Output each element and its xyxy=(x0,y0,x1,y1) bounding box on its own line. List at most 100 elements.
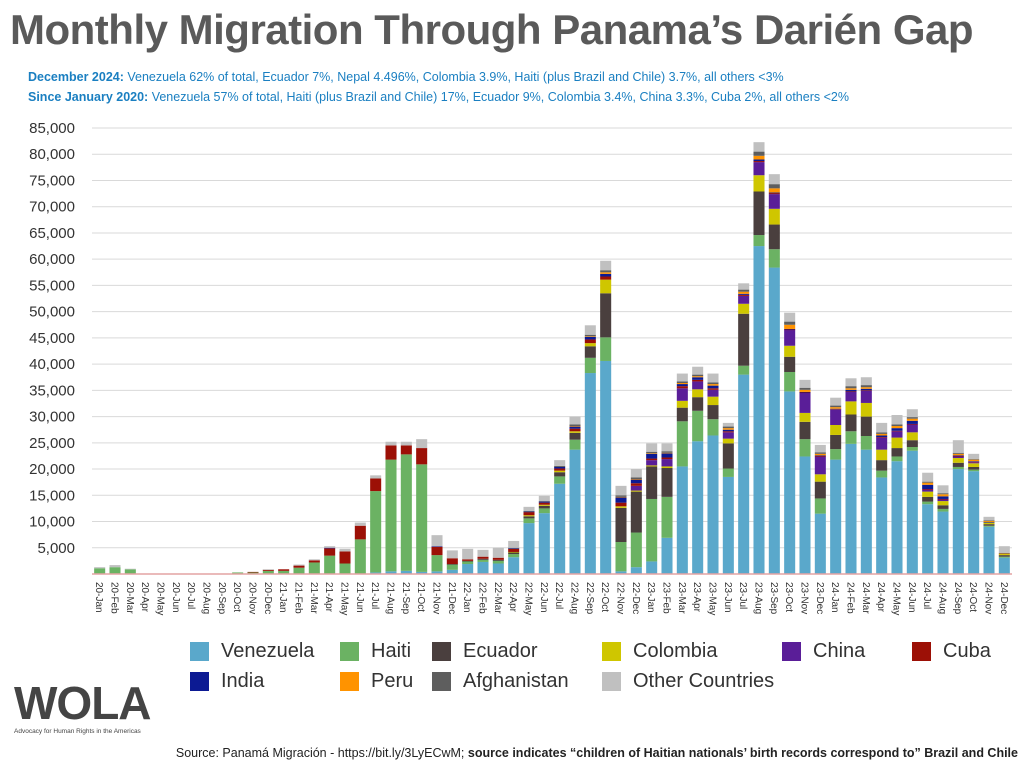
bar-segment-venezuela xyxy=(722,476,734,574)
x-tick-label: 23-May xyxy=(707,582,718,615)
bar-stack-24-Feb xyxy=(845,378,857,574)
bar-segment-cuba xyxy=(554,468,566,471)
bar-segment-china xyxy=(707,389,719,397)
x-axis-ticks: 20-Jan 20-Feb 20-Mar 20-Apr 20-May 20-Jun 20-J… xyxy=(93,582,1009,615)
subtitle-label: December 2024: xyxy=(28,70,124,84)
bar-stack-23-Aug xyxy=(753,142,765,574)
bar-segment-other-countries xyxy=(94,567,106,569)
bar-stack-24-Apr xyxy=(876,422,888,574)
bar-segment-india xyxy=(968,461,980,462)
bar-segment-india xyxy=(676,384,688,387)
bar-segment-other-countries xyxy=(523,506,535,512)
bar-segment-cuba xyxy=(569,428,581,432)
bar-segment-india xyxy=(983,522,995,523)
bar-segment-india xyxy=(845,389,857,392)
bar-stack-21-Nov xyxy=(431,535,443,574)
bar-stack-21-Mar xyxy=(308,559,320,574)
x-tick-label: 22-Sep xyxy=(584,582,595,615)
bar-segment-colombia xyxy=(845,401,857,415)
legend-label: Venezuela xyxy=(221,640,315,662)
bar-segment-cuba xyxy=(661,457,673,460)
bar-segment-haiti xyxy=(339,563,351,574)
bar-segment-venezuela xyxy=(661,537,673,574)
bar-segment-ecuador xyxy=(676,407,688,422)
bar-segment-other-countries xyxy=(370,475,382,479)
bar-segment-haiti xyxy=(262,570,274,574)
x-tick-label: 21-Jun xyxy=(354,582,365,613)
bar-segment-haiti xyxy=(477,559,489,562)
bar-segment-afghanistan xyxy=(707,382,719,385)
x-tick-label: 23-Jul xyxy=(737,582,748,609)
bar-segment-cuba xyxy=(262,569,274,571)
bar-segment-peru xyxy=(569,426,581,427)
bar-segment-ecuador xyxy=(569,432,581,440)
bar-segment-venezuela xyxy=(768,267,780,574)
bar-segment-venezuela xyxy=(630,567,642,574)
bar-segment-china xyxy=(630,485,642,491)
y-tick-label: 10,000 xyxy=(29,514,75,531)
bar-segment-afghanistan xyxy=(569,424,581,427)
bar-segment-cuba xyxy=(431,546,443,556)
bar-segment-other-countries xyxy=(646,443,658,452)
bar-segment-china xyxy=(692,381,704,390)
bar-segment-ecuador xyxy=(998,555,1010,557)
legend-swatch xyxy=(602,642,621,661)
bar-segment-venezuela xyxy=(385,571,397,574)
bar-segment-peru xyxy=(814,453,826,456)
bar-segment-cuba xyxy=(692,379,704,382)
bar-segment-colombia xyxy=(646,465,658,467)
y-tick-label: 20,000 xyxy=(29,461,75,478)
bar-segment-china xyxy=(768,194,780,209)
legend-swatch xyxy=(190,642,209,661)
bar-stack-21-Jan xyxy=(278,569,290,574)
bar-segment-india xyxy=(324,547,336,549)
bar-stack-21-Oct xyxy=(416,439,428,574)
bar-segment-peru xyxy=(952,453,964,456)
x-tick-label: 24-Feb xyxy=(845,582,856,614)
bar-segment-haiti xyxy=(615,541,627,572)
bar-segment-afghanistan xyxy=(937,493,949,495)
x-tick-label: 23-Nov xyxy=(799,582,810,614)
bar-segment-colombia xyxy=(554,470,566,473)
x-tick-label: 24-Jun xyxy=(906,582,917,613)
bar-stack-21-Apr xyxy=(324,546,336,574)
bar-segment-afghanistan xyxy=(922,481,934,483)
bar-segment-colombia xyxy=(891,437,903,449)
y-tick-label: 15,000 xyxy=(29,487,75,504)
bar-segment-cuba xyxy=(523,512,535,516)
x-tick-label: 20-Dec xyxy=(262,582,273,614)
bar-stack-20-Nov xyxy=(247,571,259,574)
x-tick-label: 24-Dec xyxy=(998,582,1009,614)
bar-segment-haiti xyxy=(462,561,474,565)
bar-segment-afghanistan xyxy=(891,424,903,427)
bar-segment-colombia xyxy=(753,175,765,192)
bar-segment-cuba xyxy=(784,329,796,331)
bar-segment-other-countries xyxy=(876,422,888,433)
bar-segment-afghanistan xyxy=(538,501,550,502)
bar-segment-cuba xyxy=(922,489,934,490)
bar-segment-ecuador xyxy=(646,466,658,499)
bar-segment-other-countries xyxy=(416,439,428,449)
logo-tagline: Advocacy for Human Rights in the America… xyxy=(14,728,141,735)
legend-label: India xyxy=(221,670,265,692)
bar-segment-peru xyxy=(937,494,949,497)
bar-stack-23-Feb xyxy=(661,443,673,574)
bar-segment-haiti xyxy=(538,508,550,514)
bar-segment-haiti xyxy=(661,496,673,538)
bar-segment-china xyxy=(845,391,857,402)
bar-segment-cuba xyxy=(477,556,489,559)
bar-segment-afghanistan xyxy=(523,511,535,512)
bar-segment-haiti xyxy=(876,470,888,478)
bar-segment-china xyxy=(860,390,872,403)
x-tick-label: 24-Jul xyxy=(921,582,932,609)
bar-segment-cuba xyxy=(891,430,903,432)
bar-segment-colombia xyxy=(600,279,612,294)
bar-segment-ecuador xyxy=(538,505,550,509)
bar-segment-cuba xyxy=(278,569,290,571)
bar-segment-colombia xyxy=(876,449,888,461)
bar-segment-colombia xyxy=(692,389,704,398)
bar-segment-colombia xyxy=(860,402,872,417)
subtitle-text: Venezuela 57% of total, Haiti (plus Braz… xyxy=(148,90,849,104)
bar-segment-venezuela xyxy=(906,450,918,574)
x-tick-label: 23-Jan xyxy=(645,582,656,613)
